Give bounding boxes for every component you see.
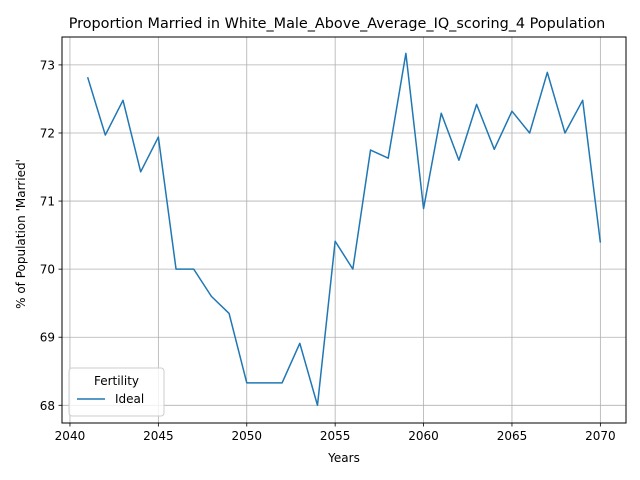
legend-title: Fertility	[94, 374, 139, 388]
y-tick-label: 70	[40, 263, 55, 277]
x-tick-label: 2060	[408, 429, 439, 443]
legend-box	[68, 367, 165, 417]
chart-title: Proportion Married in White_Male_Above_A…	[69, 16, 606, 32]
y-axis: 68 69 70 71 72 73	[40, 58, 62, 413]
y-tick-label: 69	[40, 331, 55, 345]
y-tick-label: 71	[40, 195, 55, 209]
x-tick-label: 2040	[55, 429, 86, 443]
legend: Fertility Ideal	[68, 367, 165, 417]
x-axis: 2040 2045 2050 2055 2060 2065 2070	[55, 423, 616, 443]
plot-area	[86, 52, 602, 407]
x-tick-label: 2050	[231, 429, 262, 443]
x-tick-label: 2055	[320, 429, 351, 443]
y-tick-label: 72	[40, 126, 55, 140]
y-tick-label: 73	[40, 58, 55, 72]
x-axis-label: Years	[327, 451, 360, 465]
x-tick-label: 2070	[585, 429, 616, 443]
y-tick-label: 68	[40, 399, 55, 413]
x-tick-label: 2045	[143, 429, 174, 443]
series-line-ideal	[86, 52, 602, 407]
x-tick-label: 2065	[497, 429, 528, 443]
legend-entry: Ideal	[115, 392, 144, 406]
grid	[62, 37, 626, 423]
plot-frame	[61, 36, 627, 424]
y-axis-label: % of Population 'Married'	[14, 159, 28, 309]
